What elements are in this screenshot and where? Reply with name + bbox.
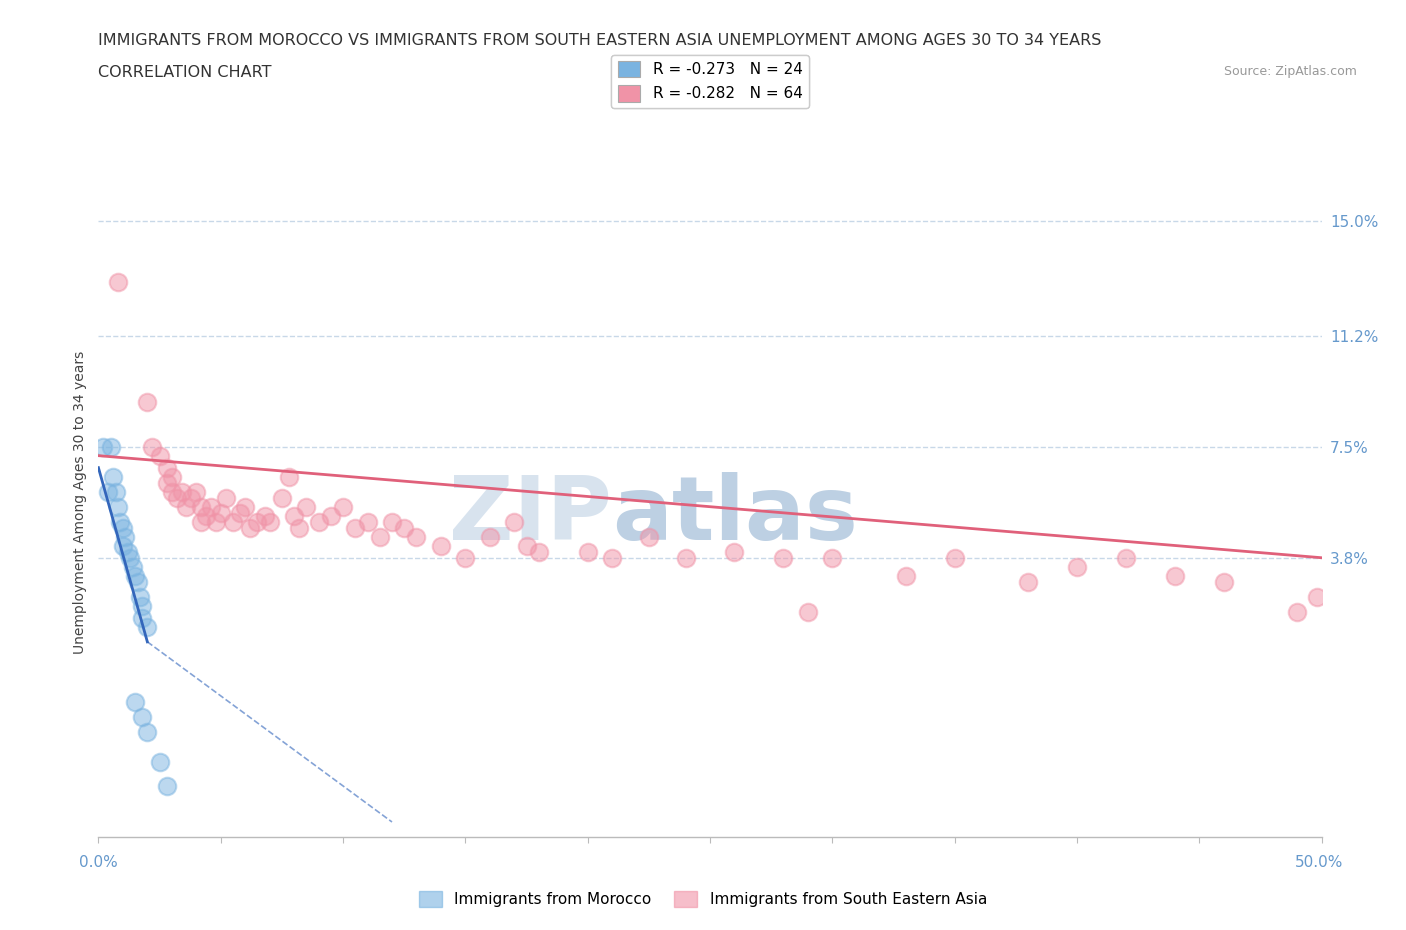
Point — [205, 514, 228, 529]
Point — [131, 610, 153, 625]
Point — [308, 514, 330, 529]
Text: 50.0%: 50.0% — [1295, 855, 1343, 870]
Point — [319, 509, 342, 524]
Point — [195, 509, 218, 524]
Point — [91, 439, 114, 454]
Point — [127, 575, 149, 590]
Point — [1017, 575, 1039, 590]
Y-axis label: Unemployment Among Ages 30 to 34 years: Unemployment Among Ages 30 to 34 years — [73, 351, 87, 654]
Point — [454, 551, 477, 565]
Point — [107, 499, 129, 514]
Point — [1164, 568, 1187, 583]
Point — [503, 514, 526, 529]
Point — [209, 505, 232, 520]
Point — [156, 460, 179, 475]
Point — [239, 520, 262, 535]
Point — [894, 568, 917, 583]
Point — [430, 538, 453, 553]
Point — [166, 490, 188, 505]
Text: atlas: atlas — [612, 472, 858, 559]
Point — [1066, 559, 1088, 574]
Point — [332, 499, 354, 514]
Point — [104, 485, 127, 499]
Point — [180, 490, 202, 505]
Point — [675, 551, 697, 565]
Point — [190, 499, 212, 514]
Point — [129, 590, 152, 604]
Point — [131, 710, 153, 724]
Point — [576, 544, 599, 559]
Point — [638, 529, 661, 544]
Text: IMMIGRANTS FROM MOROCCO VS IMMIGRANTS FROM SOUTH EASTERN ASIA UNEMPLOYMENT AMONG: IMMIGRANTS FROM MOROCCO VS IMMIGRANTS FR… — [98, 33, 1102, 47]
Point — [233, 499, 256, 514]
Text: Source: ZipAtlas.com: Source: ZipAtlas.com — [1223, 65, 1357, 78]
Point — [368, 529, 391, 544]
Point — [527, 544, 550, 559]
Legend: R = -0.273   N = 24, R = -0.282   N = 64: R = -0.273 N = 24, R = -0.282 N = 64 — [612, 55, 808, 108]
Point — [478, 529, 501, 544]
Point — [1115, 551, 1137, 565]
Point — [723, 544, 745, 559]
Point — [405, 529, 427, 544]
Point — [120, 551, 142, 565]
Point — [943, 551, 966, 565]
Point — [515, 538, 537, 553]
Point — [229, 505, 252, 520]
Point — [270, 490, 294, 505]
Point — [101, 470, 124, 485]
Point — [110, 514, 132, 529]
Point — [344, 520, 367, 535]
Point — [111, 520, 134, 535]
Point — [121, 559, 143, 574]
Point — [772, 551, 794, 565]
Point — [131, 598, 153, 613]
Point — [114, 529, 136, 544]
Point — [156, 778, 179, 793]
Point — [186, 485, 208, 499]
Point — [136, 619, 159, 634]
Point — [100, 439, 122, 454]
Text: ZIP: ZIP — [450, 472, 612, 559]
Point — [124, 568, 146, 583]
Point — [1212, 575, 1234, 590]
Point — [160, 470, 183, 485]
Point — [821, 551, 844, 565]
Point — [253, 509, 276, 524]
Point — [356, 514, 378, 529]
Legend: Immigrants from Morocco, Immigrants from South Eastern Asia: Immigrants from Morocco, Immigrants from… — [413, 884, 993, 913]
Point — [117, 544, 139, 559]
Text: 0.0%: 0.0% — [79, 855, 118, 870]
Point — [141, 439, 163, 454]
Point — [288, 520, 311, 535]
Point — [149, 754, 172, 769]
Point — [1306, 590, 1329, 604]
Point — [381, 514, 404, 529]
Point — [160, 485, 183, 499]
Point — [222, 514, 245, 529]
Point — [283, 509, 305, 524]
Point — [107, 274, 129, 289]
Point — [200, 499, 222, 514]
Point — [392, 520, 416, 535]
Point — [170, 485, 193, 499]
Point — [600, 551, 623, 565]
Point — [156, 475, 179, 490]
Point — [97, 485, 120, 499]
Point — [214, 490, 236, 505]
Point — [124, 695, 146, 710]
Point — [136, 394, 159, 409]
Point — [190, 514, 212, 529]
Point — [295, 499, 318, 514]
Point — [1286, 604, 1309, 619]
Point — [278, 470, 301, 485]
Point — [136, 724, 159, 739]
Point — [176, 499, 198, 514]
Point — [149, 448, 172, 463]
Point — [259, 514, 281, 529]
Text: CORRELATION CHART: CORRELATION CHART — [98, 65, 271, 80]
Point — [246, 514, 269, 529]
Point — [797, 604, 820, 619]
Point — [111, 538, 134, 553]
